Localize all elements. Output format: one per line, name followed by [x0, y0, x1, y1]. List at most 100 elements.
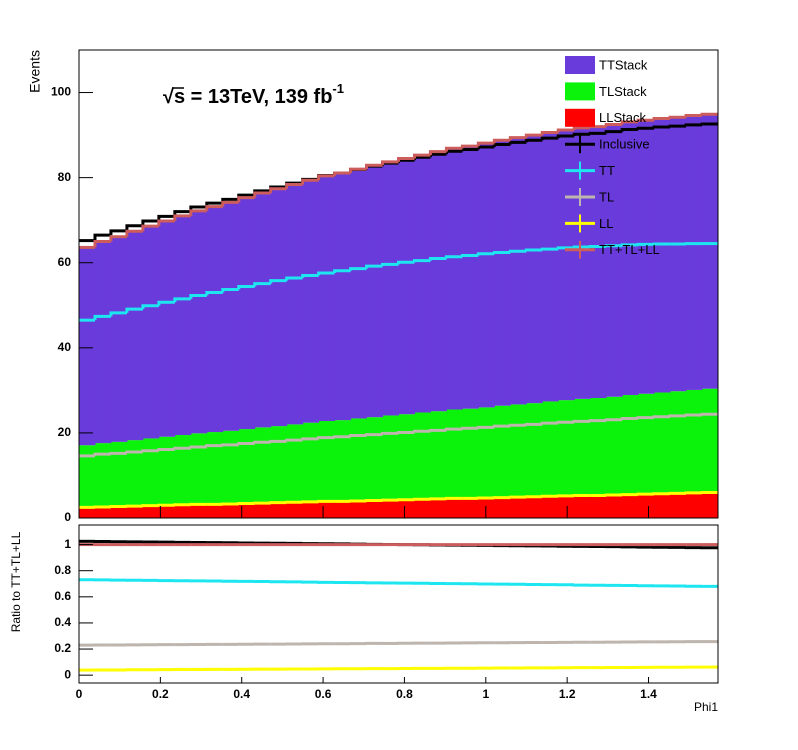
- hist-step: [428, 150, 447, 156]
- hist-step: [269, 187, 287, 193]
- stack-bar: [286, 502, 304, 518]
- stack-bar: [142, 438, 160, 506]
- stack-bar: [398, 414, 415, 500]
- stack-bar: [606, 495, 623, 518]
- stack-bar: [590, 495, 607, 518]
- annotation: √s = 13TeV, 139 fb-1: [163, 81, 344, 108]
- hist-step: [700, 412, 718, 416]
- hist-step: [492, 142, 511, 148]
- hist-step: [189, 293, 207, 299]
- hist-step: [205, 205, 223, 211]
- stack-bar: [430, 411, 447, 499]
- stack-bar: [334, 172, 352, 421]
- stack-bar: [366, 165, 384, 418]
- hist-step: [684, 114, 703, 118]
- hist-step: [237, 442, 255, 446]
- stack-bar: [574, 495, 591, 518]
- y-tick-label: 20: [58, 425, 72, 439]
- stack-bar: [478, 407, 495, 499]
- hist-step: [540, 131, 559, 136]
- hist-step: [141, 219, 159, 226]
- stack-bar: [254, 192, 272, 428]
- stack-bar: [222, 503, 240, 518]
- hist-step: [668, 414, 687, 418]
- stack-bar: [350, 169, 368, 419]
- hist-step: [604, 418, 623, 422]
- stack-bar: [94, 443, 112, 507]
- stack-bar: [670, 391, 687, 494]
- stack-bar: [638, 393, 655, 495]
- stack-bar: [462, 408, 479, 499]
- stack-bar: [414, 412, 431, 500]
- stack-bar: [286, 184, 304, 425]
- stack-bar: [670, 117, 687, 392]
- hist-step: [444, 146, 463, 152]
- hist-step: [652, 116, 671, 121]
- hist-step: [476, 141, 495, 147]
- stack-bar: [558, 400, 575, 496]
- legend-label: LLStack: [599, 110, 646, 125]
- y-tick-label: 1: [64, 537, 71, 551]
- y-tick-label: 0: [64, 667, 71, 681]
- hist-step: [381, 160, 399, 166]
- hist-step: [588, 131, 607, 135]
- stack-bar: [158, 436, 176, 506]
- hist-step: [460, 148, 479, 152]
- hist-step: [381, 431, 399, 435]
- stack-bar: [366, 500, 384, 518]
- hist-step: [221, 443, 239, 447]
- hist-step: [109, 451, 127, 455]
- hist-step: [476, 425, 495, 429]
- stack-bar: [79, 445, 96, 508]
- x-tick-label: 1.2: [559, 687, 576, 701]
- hist-step: [285, 276, 303, 281]
- hist-step: [604, 244, 623, 248]
- stack-bar: [158, 221, 176, 437]
- hist-step: [253, 440, 271, 444]
- stack-bar: [478, 143, 495, 408]
- stack-bar: [494, 405, 511, 498]
- hist-step: [412, 429, 431, 433]
- stack-bar: [174, 215, 192, 436]
- hist-step: [317, 436, 335, 440]
- hist-step: [492, 424, 511, 428]
- stack-bar: [190, 504, 208, 518]
- hist-step: [428, 256, 447, 261]
- hist-step: [572, 245, 591, 249]
- stack-bar: [302, 180, 320, 423]
- stack-bar: [382, 500, 399, 518]
- stack-bar: [126, 231, 144, 441]
- hist-step: [157, 448, 175, 452]
- stack-bar: [206, 206, 224, 433]
- stack-bar: [270, 502, 288, 518]
- legend-swatch: [565, 82, 595, 101]
- hist-step: [381, 262, 399, 267]
- x-tick-label: 0.2: [152, 687, 169, 701]
- hist-step: [428, 428, 447, 432]
- hist-step: [189, 209, 207, 216]
- stack-bar: [79, 247, 96, 446]
- hist-step: [157, 300, 175, 306]
- hist-step: [157, 219, 175, 227]
- hist-step: [460, 253, 479, 257]
- hist-step: [317, 174, 335, 181]
- hist-step: [141, 449, 159, 453]
- hist-step: [125, 307, 143, 313]
- hist-step: [205, 444, 223, 448]
- annotation-text: √s = 13TeV, 139 fb: [163, 86, 332, 108]
- hist-step: [604, 130, 623, 134]
- hist-step: [524, 422, 543, 426]
- stack-bar: [318, 175, 336, 421]
- stack-bar: [414, 155, 431, 413]
- stack-bar: [622, 121, 639, 396]
- hist-step: [125, 450, 143, 454]
- stack-bar: [446, 498, 463, 518]
- stack-bar: [526, 496, 543, 518]
- hist-step: [253, 191, 271, 198]
- stack-bar: [622, 494, 639, 518]
- hist-step: [109, 311, 127, 317]
- hist-step: [173, 446, 191, 450]
- stack-bar: [542, 496, 559, 518]
- stack-bar: [446, 409, 463, 499]
- hist-step: [141, 224, 159, 232]
